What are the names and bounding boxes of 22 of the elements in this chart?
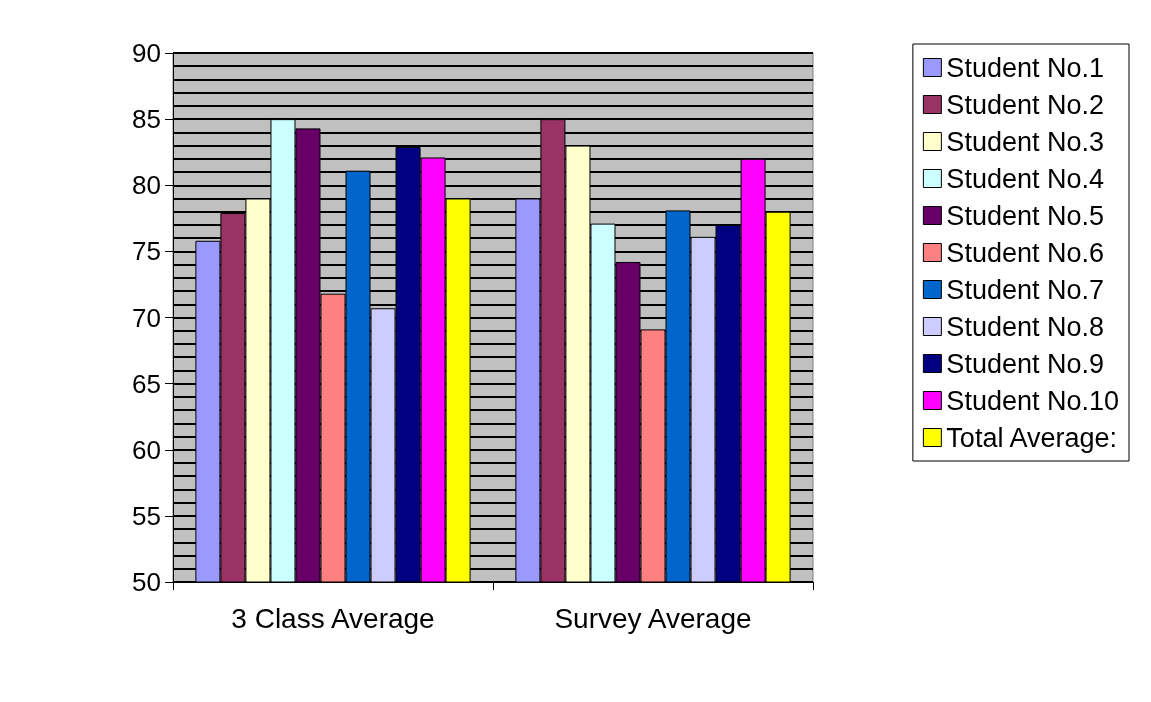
x-tick-label: Survey Average <box>554 602 752 634</box>
x-tick-label: 3 Class Average <box>231 602 435 634</box>
legend-label: Student No.3 <box>946 126 1104 157</box>
y-tick-label: 70 <box>132 302 161 333</box>
legend-label: Student No.1 <box>946 52 1104 83</box>
y-tick-label: 90 <box>132 38 161 68</box>
legend-label: Total Average: <box>946 422 1117 453</box>
y-tick-label: 60 <box>132 434 161 465</box>
legend-label: Student No.2 <box>946 89 1104 120</box>
legend-label: Student No.7 <box>946 274 1104 305</box>
y-tick-label: 85 <box>132 104 161 135</box>
legend-label: Student No.10 <box>946 385 1120 416</box>
y-tick-label: 65 <box>132 368 161 399</box>
y-tick-label: 80 <box>132 170 161 201</box>
y-tick-label: 75 <box>132 236 161 267</box>
legend-label: Student No.4 <box>946 163 1104 194</box>
legend-label: Student No.9 <box>946 348 1104 379</box>
legend-label: Student No.8 <box>946 311 1104 342</box>
y-tick-label: 50 <box>132 567 161 597</box>
y-tick-label: 55 <box>132 500 161 531</box>
legend-label: Student No.5 <box>946 200 1104 231</box>
legend-label: Student No.6 <box>946 237 1104 268</box>
